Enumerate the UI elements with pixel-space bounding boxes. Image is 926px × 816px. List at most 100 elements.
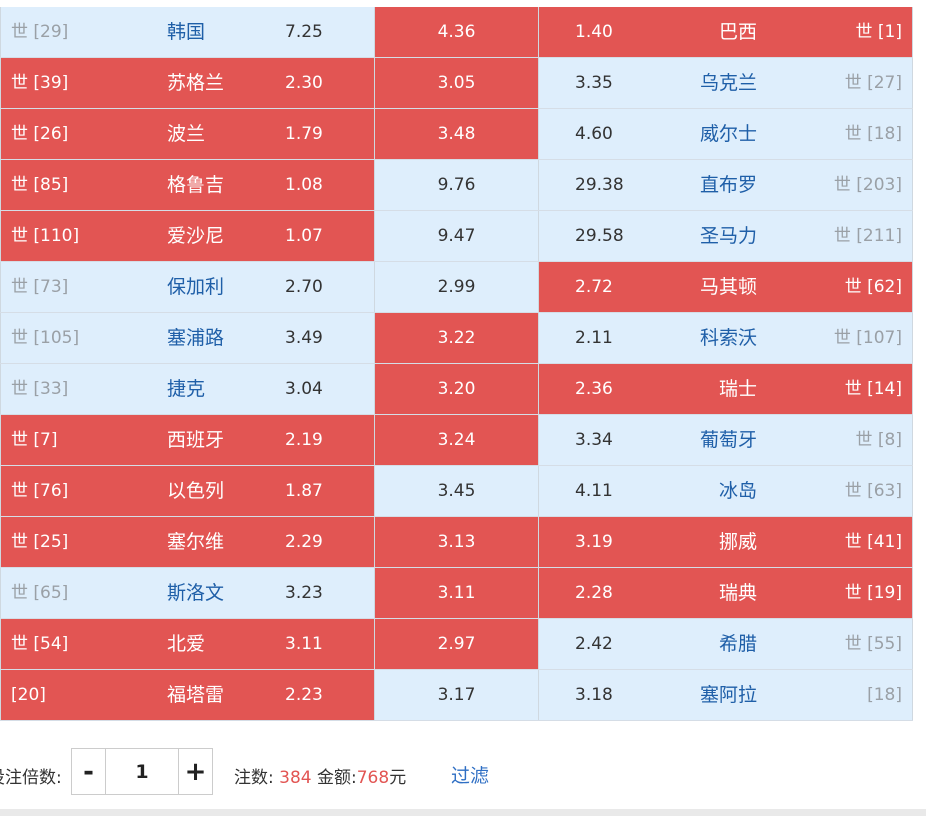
home-team: 韩国 <box>167 21 206 43</box>
draw-odds: 3.11 <box>437 583 476 603</box>
home-win-cell[interactable]: 世 [65] 斯洛文 3.23 <box>0 568 374 618</box>
match-row: 世 [29] 韩国 7.25 4.36 1.40 巴西 世 [1] <box>0 7 913 58</box>
home-rank: 世 [29] <box>11 22 69 42</box>
home-win-cell[interactable]: 世 [105] 塞浦路 3.49 <box>0 313 374 363</box>
home-rank: 世 [39] <box>11 73 69 93</box>
match-row: [20] 福塔雷 2.23 3.17 3.18 塞阿拉 [18] <box>0 670 913 721</box>
away-win-cell[interactable]: 3.18 塞阿拉 [18] <box>538 670 913 720</box>
match-row: 世 [85] 格鲁吉 1.08 9.76 29.38 直布罗 世 [203] <box>0 160 913 211</box>
home-rank: [20] <box>11 685 46 705</box>
draw-cell[interactable]: 3.22 <box>374 313 538 363</box>
multiplier-input[interactable] <box>106 749 178 794</box>
away-win-cell[interactable]: 4.11 冰岛 世 [63] <box>538 466 913 516</box>
draw-cell[interactable]: 2.97 <box>374 619 538 669</box>
away-odds: 1.40 <box>575 22 613 42</box>
home-win-cell[interactable]: 世 [76] 以色列 1.87 <box>0 466 374 516</box>
away-team: 乌克兰 <box>699 72 757 94</box>
away-win-cell[interactable]: 29.58 圣马力 世 [211] <box>538 211 913 261</box>
draw-odds: 9.47 <box>437 226 476 246</box>
home-rank: 世 [25] <box>11 532 69 552</box>
draw-cell[interactable]: 3.05 <box>374 58 538 108</box>
away-rank: 世 [18] <box>844 124 902 144</box>
away-win-cell[interactable]: 3.19 挪威 世 [41] <box>538 517 913 567</box>
away-odds: 2.72 <box>575 277 613 297</box>
home-win-cell[interactable]: 世 [54] 北爱 3.11 <box>0 619 374 669</box>
increment-button[interactable]: + <box>178 749 212 794</box>
draw-cell[interactable]: 3.45 <box>374 466 538 516</box>
away-rank: 世 [14] <box>844 379 902 399</box>
home-rank: 世 [105] <box>11 328 80 348</box>
away-odds: 2.36 <box>575 379 613 399</box>
home-win-cell[interactable]: 世 [73] 保加利 2.70 <box>0 262 374 312</box>
draw-cell[interactable]: 4.36 <box>374 7 538 57</box>
away-odds: 29.58 <box>575 226 624 246</box>
away-team: 直布罗 <box>699 174 757 196</box>
home-win-cell[interactable]: 世 [29] 韩国 7.25 <box>0 7 374 57</box>
home-odds: 3.23 <box>285 583 323 603</box>
draw-cell[interactable]: 3.17 <box>374 670 538 720</box>
away-team: 挪威 <box>718 531 757 553</box>
away-win-cell[interactable]: 3.34 葡萄牙 世 [8] <box>538 415 913 465</box>
away-rank: [18] <box>867 685 902 705</box>
match-row: 世 [25] 塞尔维 2.29 3.13 3.19 挪威 世 [41] <box>0 517 913 568</box>
draw-cell[interactable]: 3.24 <box>374 415 538 465</box>
filter-link[interactable]: 过滤 <box>451 765 490 787</box>
away-win-cell[interactable]: 1.40 巴西 世 [1] <box>538 7 913 57</box>
away-win-cell[interactable]: 2.11 科索沃 世 [107] <box>538 313 913 363</box>
home-win-cell[interactable]: 世 [85] 格鲁吉 1.08 <box>0 160 374 210</box>
bets-label: 注数: <box>234 768 274 788</box>
draw-odds: 4.36 <box>437 22 476 42</box>
away-win-cell[interactable]: 2.72 马其顿 世 [62] <box>538 262 913 312</box>
away-win-cell[interactable]: 3.35 乌克兰 世 [27] <box>538 58 913 108</box>
away-team: 科索沃 <box>699 327 757 349</box>
match-grid: 世 [29] 韩国 7.25 4.36 1.40 巴西 世 [1] 世 [39] 苏格兰 2.30… <box>0 7 913 721</box>
decrement-button[interactable]: - <box>72 749 106 794</box>
home-win-cell[interactable]: 世 [25] 塞尔维 2.29 <box>0 517 374 567</box>
home-odds: 7.25 <box>285 22 323 42</box>
home-team: 斯洛文 <box>167 582 225 604</box>
home-win-cell[interactable]: 世 [39] 苏格兰 2.30 <box>0 58 374 108</box>
home-team: 捷克 <box>167 378 206 400</box>
away-rank: 世 [62] <box>844 277 902 297</box>
home-odds: 3.04 <box>285 379 323 399</box>
away-win-cell[interactable]: 2.28 瑞典 世 [19] <box>538 568 913 618</box>
away-odds: 4.60 <box>575 124 613 144</box>
match-row: 世 [7] 西班牙 2.19 3.24 3.34 葡萄牙 世 [8] <box>0 415 913 466</box>
home-win-cell[interactable]: [20] 福塔雷 2.23 <box>0 670 374 720</box>
away-rank: 世 [63] <box>844 481 902 501</box>
home-win-cell[interactable]: 世 [110] 爱沙尼 1.07 <box>0 211 374 261</box>
home-rank: 世 [65] <box>11 583 69 603</box>
draw-cell[interactable]: 9.76 <box>374 160 538 210</box>
home-rank: 世 [73] <box>11 277 69 297</box>
away-team: 冰岛 <box>718 480 757 502</box>
away-rank: 世 [55] <box>844 634 902 654</box>
away-win-cell[interactable]: 2.42 希腊 世 [55] <box>538 619 913 669</box>
match-row: 世 [39] 苏格兰 2.30 3.05 3.35 乌克兰 世 [27] <box>0 58 913 109</box>
draw-cell[interactable]: 3.20 <box>374 364 538 414</box>
home-win-cell[interactable]: 世 [33] 捷克 3.04 <box>0 364 374 414</box>
away-rank: 世 [27] <box>844 73 902 93</box>
draw-cell[interactable]: 3.48 <box>374 109 538 159</box>
home-team: 爱沙尼 <box>167 225 225 247</box>
draw-cell[interactable]: 3.11 <box>374 568 538 618</box>
home-win-cell[interactable]: 世 [7] 西班牙 2.19 <box>0 415 374 465</box>
draw-cell[interactable]: 9.47 <box>374 211 538 261</box>
home-rank: 世 [33] <box>11 379 69 399</box>
match-row: 世 [65] 斯洛文 3.23 3.11 2.28 瑞典 世 [19] <box>0 568 913 619</box>
away-win-cell[interactable]: 29.38 直布罗 世 [203] <box>538 160 913 210</box>
bet-summary: 注数: 384 金额:768元 <box>234 763 406 788</box>
away-rank: 世 [107] <box>833 328 902 348</box>
draw-cell[interactable]: 3.13 <box>374 517 538 567</box>
home-team: 塞浦路 <box>167 327 225 349</box>
home-rank: 世 [54] <box>11 634 69 654</box>
right-gutter <box>913 0 926 722</box>
away-odds: 3.18 <box>575 685 613 705</box>
away-rank: 世 [8] <box>855 430 902 450</box>
away-win-cell[interactable]: 4.60 威尔士 世 [18] <box>538 109 913 159</box>
away-odds: 2.28 <box>575 583 613 603</box>
draw-odds: 3.20 <box>437 379 476 399</box>
home-win-cell[interactable]: 世 [26] 波兰 1.79 <box>0 109 374 159</box>
draw-cell[interactable]: 2.99 <box>374 262 538 312</box>
away-win-cell[interactable]: 2.36 瑞士 世 [14] <box>538 364 913 414</box>
match-row: 世 [105] 塞浦路 3.49 3.22 2.11 科索沃 世 [107] <box>0 313 913 364</box>
